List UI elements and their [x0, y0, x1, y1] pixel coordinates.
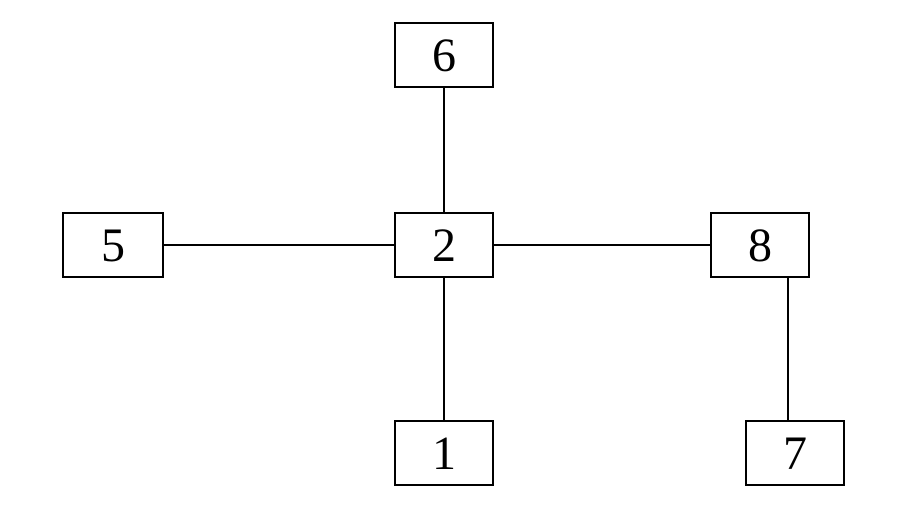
node-2: 2 [394, 212, 494, 278]
node-label: 2 [432, 218, 456, 273]
node-6: 6 [394, 22, 494, 88]
edge-5-2 [164, 244, 394, 246]
node-label: 7 [783, 426, 807, 481]
node-5: 5 [62, 212, 164, 278]
edge-8-7 [787, 278, 789, 420]
edge-2-1 [443, 278, 445, 420]
node-label: 5 [101, 218, 125, 273]
edge-6-2 [443, 88, 445, 212]
edge-2-8 [494, 244, 710, 246]
node-label: 1 [432, 426, 456, 481]
network-diagram: 6 5 2 8 1 7 [0, 0, 921, 521]
node-label: 6 [432, 28, 456, 83]
node-7: 7 [745, 420, 845, 486]
node-1: 1 [394, 420, 494, 486]
node-8: 8 [710, 212, 810, 278]
node-label: 8 [748, 218, 772, 273]
